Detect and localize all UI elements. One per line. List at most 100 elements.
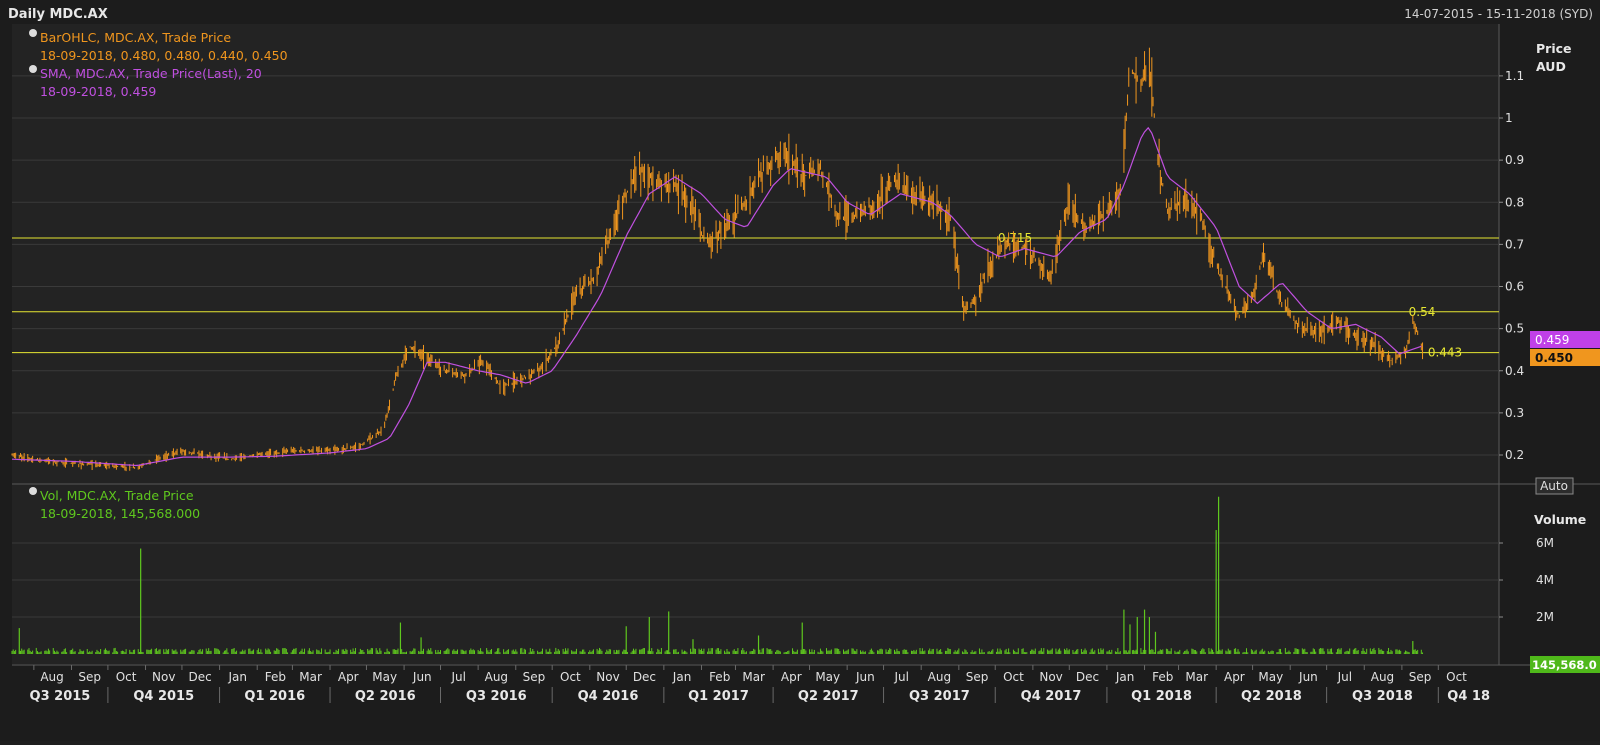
- month-label: Sep: [523, 670, 546, 684]
- price-axis-unit: AUD: [1536, 59, 1566, 74]
- sma-last-badge: 0.459: [1530, 331, 1600, 348]
- month-label: Dec: [1076, 670, 1099, 684]
- month-label: Jun: [855, 670, 875, 684]
- month-label: Apr: [781, 670, 802, 684]
- month-label: Jul: [1337, 670, 1352, 684]
- legend-toggle-icon[interactable]: [29, 65, 37, 73]
- month-label: Jun: [1298, 670, 1318, 684]
- month-label: Apr: [1224, 670, 1245, 684]
- month-label: Jan: [1115, 670, 1135, 684]
- month-label: Feb: [265, 670, 286, 684]
- quarter-label: Q1 2016: [244, 689, 305, 704]
- axis-layer: 0.2 0.3 0.4 0.5 0.6 0.7 0.8 0.9 1 1.1 2M 4M 6M Aug Sep…: [30, 69, 1554, 704]
- price-bars-layer: [11, 47, 1424, 472]
- price-tick-label: 0.4: [1505, 364, 1524, 378]
- price-tick-label: 1: [1505, 111, 1513, 125]
- month-label: Oct: [116, 670, 137, 684]
- quarter-label: Q3 2016: [466, 689, 527, 704]
- quarter-label: Q2 2018: [1241, 689, 1302, 704]
- price-badge-text: 0.450: [1535, 351, 1573, 365]
- plot-background: [12, 24, 1499, 664]
- quarter-label: Q1 2018: [1131, 689, 1192, 704]
- sma-line: [11, 126, 1422, 467]
- month-label: May: [815, 670, 840, 684]
- auto-button-frame[interactable]: [1535, 477, 1574, 495]
- month-label: Sep: [966, 670, 989, 684]
- volume-tick-label: 4M: [1536, 573, 1554, 587]
- month-label: Dec: [633, 670, 656, 684]
- horizontal-level-label: 0.443: [1428, 346, 1462, 360]
- quarter-label: Q2 2017: [798, 689, 859, 704]
- price-tick-label: 0.5: [1505, 322, 1524, 336]
- month-label: Jul: [894, 670, 909, 684]
- quarter-label: Q2 2016: [355, 689, 416, 704]
- month-label: Apr: [338, 670, 359, 684]
- volume-tick-label: 2M: [1536, 610, 1554, 624]
- volume-bars-layer: [11, 496, 1424, 654]
- price-tick-label: 1.1: [1505, 69, 1524, 83]
- legend-bar-values: 18-09-2018, 0.480, 0.480, 0.440, 0.450: [40, 48, 288, 63]
- month-label: Oct: [1003, 670, 1024, 684]
- legend-vol-values: 18-09-2018, 145,568.000: [40, 506, 200, 521]
- quarter-label: Q3 2018: [1352, 689, 1413, 704]
- legend-toggle-icon[interactable]: [29, 29, 37, 37]
- volume-badge-text: 145,568.0: [1532, 658, 1597, 672]
- price-last-badge: 0.450: [1530, 349, 1600, 366]
- month-label: Aug: [40, 670, 63, 684]
- legend-toggle-icon[interactable]: [29, 487, 37, 495]
- month-label: Mar: [742, 670, 765, 684]
- month-label: Feb: [1152, 670, 1173, 684]
- grid-layer: [12, 24, 1600, 666]
- month-label: May: [372, 670, 397, 684]
- price-tick-label: 0.8: [1505, 195, 1524, 209]
- date-range: 14-07-2015 - 15-11-2018 (SYD): [1404, 7, 1593, 21]
- month-label: Oct: [560, 670, 581, 684]
- month-label: Feb: [709, 670, 730, 684]
- month-label: Dec: [189, 670, 212, 684]
- month-label: Nov: [1039, 670, 1062, 684]
- price-tick-label: 0.7: [1505, 237, 1524, 251]
- sma-line-layer: [11, 126, 1422, 467]
- month-label: Aug: [1371, 670, 1394, 684]
- month-label: Mar: [299, 670, 322, 684]
- volume-axis-title: Volume: [1534, 512, 1586, 527]
- month-label: Aug: [485, 670, 508, 684]
- auto-scale-button[interactable]: Auto: [1535, 477, 1574, 495]
- volume-last-badge: 145,568.0: [1530, 656, 1600, 673]
- month-label: Mar: [1185, 670, 1208, 684]
- horizontal-level-label: 0.54: [1409, 305, 1436, 319]
- quarter-label: Q4 2015: [133, 689, 194, 704]
- month-label: Sep: [1409, 670, 1432, 684]
- quarter-label: Q3 2017: [909, 689, 970, 704]
- month-label: Oct: [1446, 670, 1467, 684]
- quarter-label: Q1 2017: [688, 689, 749, 704]
- auto-button-label[interactable]: Auto: [1540, 479, 1568, 493]
- sma-badge-bg: [1530, 331, 1600, 348]
- legend-bar-label: BarOHLC, MDC.AX, Trade Price: [40, 30, 231, 45]
- sma-badge-text: 0.459: [1535, 333, 1569, 347]
- month-label: May: [1258, 670, 1283, 684]
- month-label: Jan: [228, 670, 248, 684]
- month-label: Nov: [152, 670, 175, 684]
- quarter-label: Q4 2017: [1021, 689, 1082, 704]
- legend-sma-values: 18-09-2018, 0.459: [40, 84, 156, 99]
- month-label: Sep: [78, 670, 101, 684]
- month-label: Aug: [928, 670, 951, 684]
- price-badge-bg: [1530, 349, 1600, 366]
- price-tick-label: 0.2: [1505, 448, 1524, 462]
- month-label: Jan: [672, 670, 692, 684]
- month-label: Jun: [412, 670, 432, 684]
- price-tick-label: 0.3: [1505, 406, 1524, 420]
- quarter-label: Q3 2015: [30, 689, 91, 704]
- price-tick-label: 0.9: [1505, 153, 1524, 167]
- volume-tick-label: 6M: [1536, 536, 1554, 550]
- month-label: Nov: [596, 670, 619, 684]
- price-axis-title: Price: [1536, 41, 1572, 56]
- price-tick-label: 0.6: [1505, 280, 1524, 294]
- volume-badge-bg: [1530, 656, 1600, 673]
- quarter-label: Q4 2016: [578, 689, 639, 704]
- legend-sma-label: SMA, MDC.AX, Trade Price(Last), 20: [40, 66, 262, 81]
- legend-vol-label: Vol, MDC.AX, Trade Price: [40, 488, 194, 503]
